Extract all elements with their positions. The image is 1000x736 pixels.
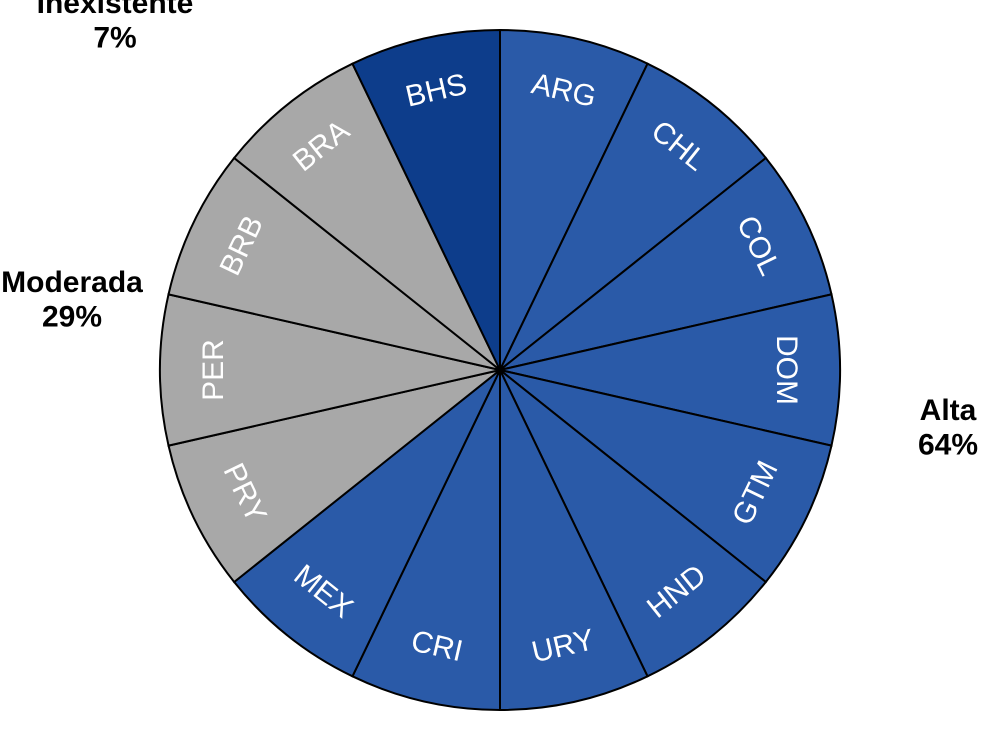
slice-label-dom: DOM	[770, 335, 803, 405]
category-label-inexistente: Inexistente7%	[37, 0, 194, 55]
pie-chart-container: ARGCHLCOLDOMGTMHNDURYCRIMEXPRYPERBRBBRAB…	[0, 0, 1000, 736]
category-label-moderada: Moderada29%	[1, 266, 143, 334]
category-label-alta: Alta64%	[918, 394, 978, 462]
pie-chart-svg: ARGCHLCOLDOMGTMHNDURYCRIMEXPRYPERBRBBRAB…	[0, 0, 1000, 736]
slice-label-per: PER	[197, 339, 230, 401]
